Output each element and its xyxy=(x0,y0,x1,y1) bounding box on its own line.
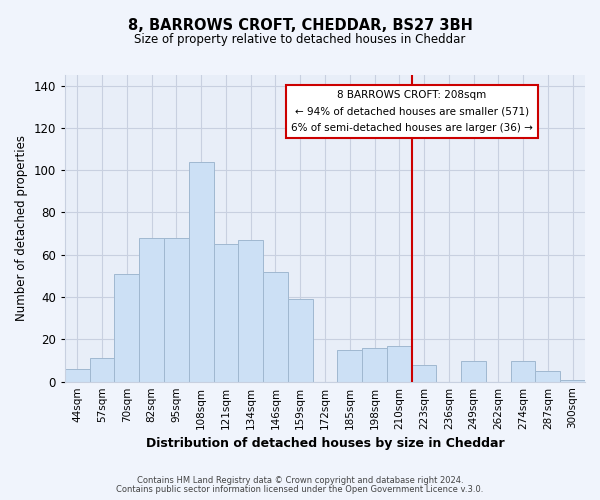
Text: Size of property relative to detached houses in Cheddar: Size of property relative to detached ho… xyxy=(134,32,466,46)
Y-axis label: Number of detached properties: Number of detached properties xyxy=(15,136,28,322)
Text: Contains public sector information licensed under the Open Government Licence v.: Contains public sector information licen… xyxy=(116,485,484,494)
Bar xyxy=(387,346,412,382)
Text: 8, BARROWS CROFT, CHEDDAR, BS27 3BH: 8, BARROWS CROFT, CHEDDAR, BS27 3BH xyxy=(128,18,472,32)
Text: 8 BARROWS CROFT: 208sqm
← 94% of detached houses are smaller (571)
6% of semi-de: 8 BARROWS CROFT: 208sqm ← 94% of detache… xyxy=(291,90,533,132)
Bar xyxy=(115,274,139,382)
Bar xyxy=(90,358,115,382)
X-axis label: Distribution of detached houses by size in Cheddar: Distribution of detached houses by size … xyxy=(146,437,504,450)
Bar xyxy=(139,238,164,382)
Bar xyxy=(362,348,387,382)
Bar xyxy=(412,365,436,382)
Bar xyxy=(288,299,313,382)
Bar xyxy=(238,240,263,382)
Bar xyxy=(263,272,288,382)
Bar xyxy=(560,380,585,382)
Bar xyxy=(461,360,486,382)
Bar xyxy=(65,369,90,382)
Bar xyxy=(189,162,214,382)
Bar xyxy=(164,238,189,382)
Bar xyxy=(214,244,238,382)
Text: Contains HM Land Registry data © Crown copyright and database right 2024.: Contains HM Land Registry data © Crown c… xyxy=(137,476,463,485)
Bar xyxy=(535,371,560,382)
Bar xyxy=(511,360,535,382)
Bar xyxy=(337,350,362,382)
